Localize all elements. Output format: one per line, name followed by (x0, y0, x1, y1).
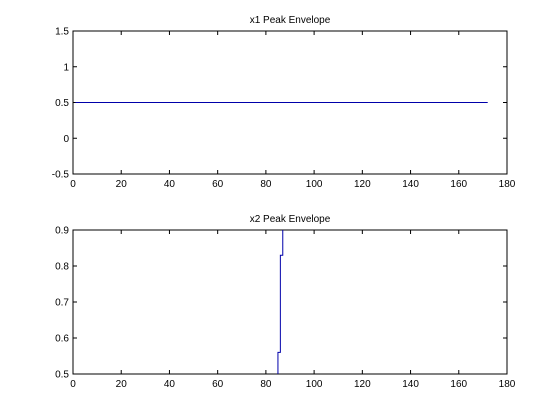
x-tick-label: 40 (164, 379, 176, 390)
y-tick-label: 1 (63, 62, 69, 73)
x-tick-label: 180 (499, 379, 516, 390)
x-tick-label: 80 (260, 179, 272, 190)
x-tick-label: 180 (499, 179, 516, 190)
x-tick-label: 60 (212, 179, 224, 190)
x-tick-label: 80 (260, 379, 272, 390)
x-tick-label: 20 (116, 379, 128, 390)
chart-title: x2 Peak Envelope (250, 214, 331, 225)
x-tick-label: 120 (354, 379, 371, 390)
chart-x2-peak-envelope: x2 Peak Envelope 0 20 40 60 80 100 120 140 160 180… (55, 214, 516, 390)
series-line (277, 230, 284, 374)
y-tick-label: 1.5 (55, 27, 69, 38)
y-tick-label: 0.9 (55, 226, 69, 237)
x-tick-label: 40 (164, 179, 176, 190)
x-tick-label: 160 (450, 179, 467, 190)
y-tick-label: 0.7 (55, 298, 69, 309)
x-tick-label: 0 (70, 179, 76, 190)
x-tick-label: 0 (70, 379, 76, 390)
y-tick-label: 0.6 (55, 334, 69, 345)
x-tick-label: 100 (306, 379, 323, 390)
y-tick-label: 0 (63, 134, 69, 145)
plot-area (72, 229, 508, 375)
x-tick-label: 60 (212, 379, 224, 390)
chart-x1-peak-envelope: x1 Peak Envelope 0 20 40 60 80 100 120 140 160 180… (52, 15, 516, 190)
y-tick-label: 0.8 (55, 262, 69, 273)
x-tick-label: 140 (402, 379, 419, 390)
y-tick-label: -0.5 (52, 170, 70, 181)
x-tick-label: 140 (402, 179, 419, 190)
x-tick-label: 20 (116, 179, 128, 190)
y-tick-label: 0.5 (55, 370, 69, 381)
x-tick-label: 100 (306, 179, 323, 190)
x-tick-label: 160 (450, 379, 467, 390)
y-tick-label: 0.5 (55, 98, 69, 109)
chart-title: x1 Peak Envelope (250, 15, 331, 26)
x-tick-label: 120 (354, 179, 371, 190)
